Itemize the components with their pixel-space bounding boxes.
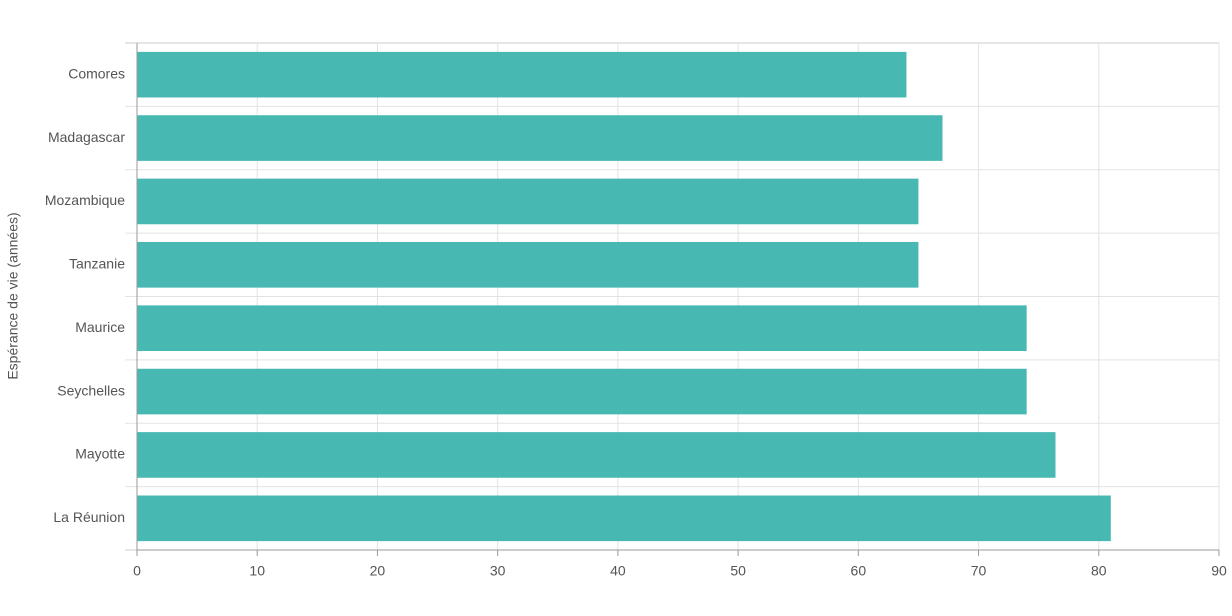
bar [137, 305, 1027, 352]
x-tick-label: 0 [133, 563, 141, 579]
x-tick-label: 70 [971, 563, 987, 579]
bar [137, 178, 919, 225]
y-axis-label: Espérance de vie (années) [5, 212, 21, 379]
x-tick-label: 50 [730, 563, 746, 579]
y-tick-label: Comores [68, 65, 125, 81]
x-tick-label: 90 [1211, 563, 1227, 579]
y-tick-label: Seychelles [57, 382, 125, 398]
x-tick-label: 40 [610, 563, 626, 579]
y-tick-label: Tanzanie [69, 256, 125, 272]
bar [137, 115, 943, 161]
bar [137, 51, 907, 98]
x-tick-label: 30 [490, 563, 506, 579]
bar [137, 495, 1111, 542]
x-tick-label: 60 [851, 563, 867, 579]
x-tick-label: 80 [1091, 563, 1107, 579]
bar [137, 432, 1056, 478]
y-tick-label: Maurice [75, 319, 125, 335]
bar [137, 368, 1027, 415]
y-tick-label: Mozambique [45, 192, 125, 208]
x-tick-label: 20 [370, 563, 386, 579]
y-tick-label: La Réunion [53, 509, 125, 525]
y-tick-label: Madagascar [48, 129, 125, 145]
x-tick-label: 10 [249, 563, 265, 579]
bar [137, 241, 919, 288]
y-tick-label: Mayotte [75, 446, 125, 462]
